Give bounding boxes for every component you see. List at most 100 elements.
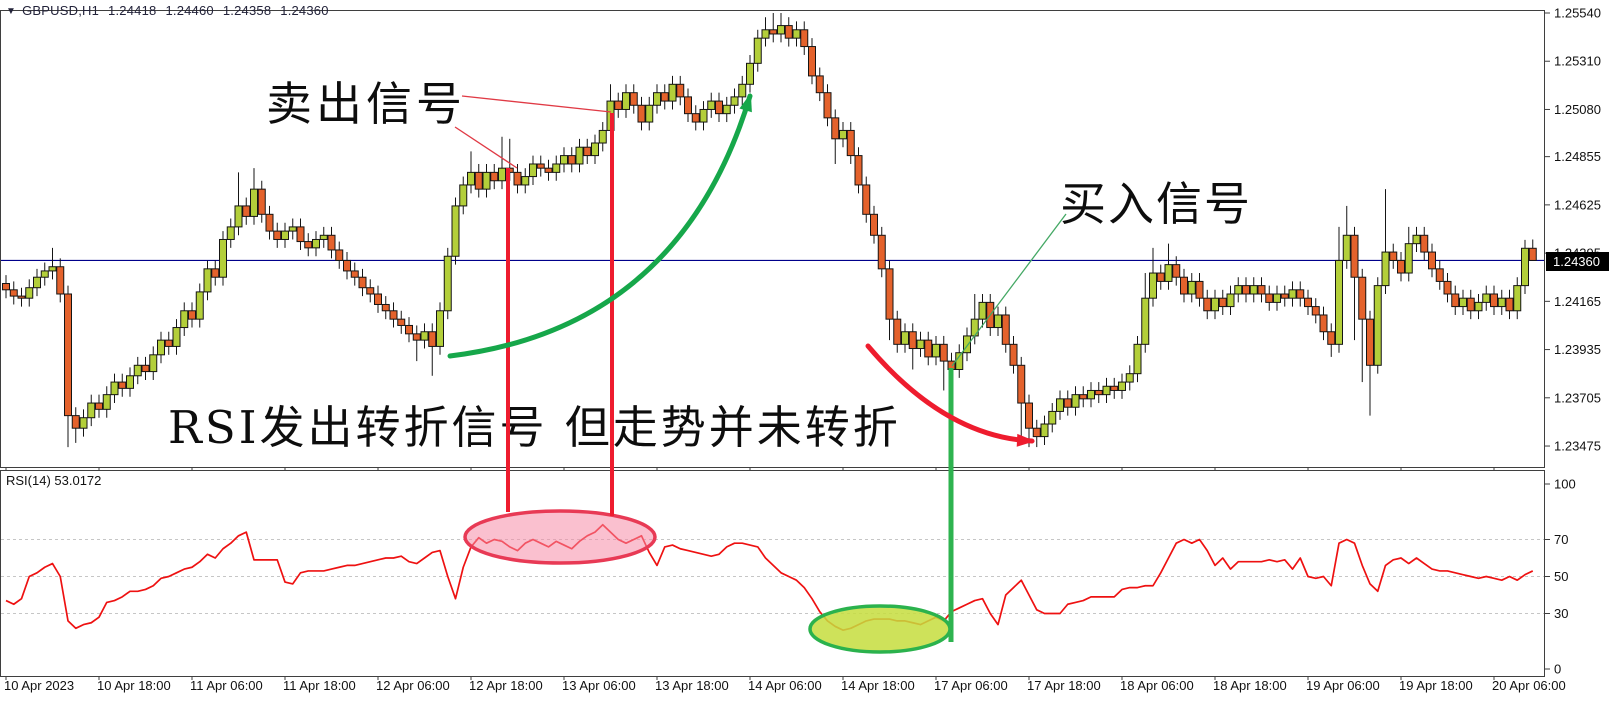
candle-bull (707, 100, 716, 110)
candle-bull (777, 25, 785, 35)
candle-bull (1288, 289, 1297, 299)
candle-bull (994, 314, 1002, 329)
candle-bear (1180, 276, 1188, 295)
candle-bull (1133, 343, 1142, 375)
candle-bear (660, 92, 669, 102)
candle-bear (1311, 306, 1320, 316)
candle-bull (955, 352, 964, 370)
rsi-axis-label: 30 (1554, 606, 1568, 621)
price-axis-label: 1.25540 (1554, 6, 1601, 21)
candle-bull (48, 266, 57, 272)
candle-bull (1102, 385, 1111, 396)
candle-bull (552, 163, 561, 173)
candle-bear (1490, 293, 1498, 308)
time-axis-label: 19 Apr 18:00 (1399, 678, 1473, 693)
candle-bull (203, 268, 212, 293)
candle-bear (9, 289, 18, 297)
price-scale[interactable] (1545, 0, 1609, 676)
candle-bull (970, 318, 979, 337)
candle-bull (1048, 410, 1057, 425)
rsi-indicator-label: RSI(14) 53.0172 (6, 473, 102, 488)
candle-bull (1187, 280, 1196, 295)
candle-bull (234, 205, 243, 228)
candle-bear (614, 100, 623, 110)
candle-bull (699, 108, 708, 123)
candle-bear (17, 295, 26, 299)
quote-open: 1.24418 (108, 3, 157, 18)
candle-bear (374, 293, 382, 305)
candle-bear (1156, 272, 1165, 282)
price-axis-label: 1.23705 (1554, 390, 1601, 405)
candle-bull (963, 335, 971, 354)
candle-bear (513, 171, 522, 186)
candle-bear (350, 270, 359, 278)
candle-bear (412, 333, 421, 341)
candle-bear (924, 339, 933, 358)
candle-bull (1497, 297, 1506, 308)
time-scale[interactable] (0, 676, 1609, 704)
candle-bull (451, 205, 460, 257)
candle-bear (242, 205, 251, 217)
candle-bull (79, 417, 88, 429)
time-axis-label: 11 Apr 06:00 (190, 678, 263, 693)
candle-bull (1071, 394, 1080, 408)
candle-bear (118, 381, 127, 389)
candle-bull (281, 230, 289, 240)
candle-bull (33, 276, 41, 289)
buy-signal-annotation: 买入信号 (1060, 177, 1252, 231)
candle-bear (211, 268, 220, 278)
candle-bear (1366, 318, 1374, 366)
candle-bull (1412, 234, 1421, 245)
candle-bull (110, 381, 119, 396)
candle-bull (746, 62, 754, 85)
candle-bear (854, 155, 863, 186)
candle-bear (327, 234, 336, 251)
candle-bull (1335, 259, 1343, 345)
time-axis-label: 12 Apr 06:00 (376, 678, 450, 693)
candle-bull (753, 37, 762, 64)
candle-bear (1063, 398, 1072, 408)
time-axis-label: 10 Apr 2023 (4, 678, 74, 693)
candle-bull (901, 331, 909, 345)
candle-bull (1149, 272, 1157, 299)
candle-bull (645, 104, 654, 123)
candle-bull (1118, 381, 1126, 391)
rsi-axis-label: 100 (1554, 477, 1576, 492)
candle-bull (1342, 234, 1351, 261)
candle-bear (1257, 285, 1266, 295)
candle-bear (1528, 247, 1537, 261)
candle-bear (637, 104, 646, 123)
candle-bear (684, 96, 692, 115)
candle-bear (397, 318, 406, 326)
candle-bear (1428, 251, 1436, 270)
candle-bear (1304, 297, 1312, 308)
candle-bull (978, 301, 987, 320)
candle-bear (870, 213, 878, 236)
candle-bull (319, 234, 328, 240)
candle-bull (312, 238, 320, 249)
chart-dropdown-icon[interactable]: ▼ (6, 6, 17, 17)
candle-bear (1094, 389, 1103, 396)
sell-signal-annotation: 卖出信号 (266, 77, 466, 131)
rsi-axis-label: 70 (1554, 532, 1568, 547)
candle-bear (257, 188, 266, 215)
candle-bull (436, 310, 444, 347)
candle-bull (622, 92, 630, 110)
candle-bull (792, 29, 801, 39)
candle-bull (598, 129, 607, 144)
candle-bear (1017, 364, 1026, 404)
candle-bull (1087, 389, 1095, 400)
candle-bear (1280, 293, 1289, 299)
candle-bull (1404, 243, 1413, 274)
time-axis-label: 17 Apr 06:00 (934, 678, 1008, 693)
candle-bear (676, 83, 685, 98)
candle-bull (172, 327, 181, 347)
candle-bear (71, 415, 80, 429)
candle-bear (1358, 276, 1367, 320)
candle-bear (808, 46, 816, 77)
candle-bull (40, 270, 49, 278)
candle-bull (1249, 285, 1258, 295)
candle-bear (381, 303, 390, 312)
rsi-axis-label: 50 (1554, 569, 1568, 584)
